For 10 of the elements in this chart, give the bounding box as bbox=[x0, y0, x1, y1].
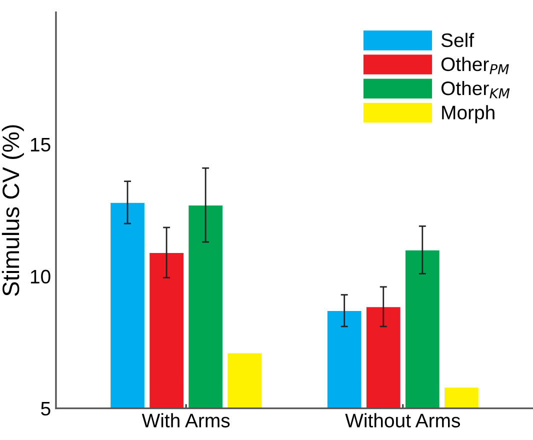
y-tick-label: 15 bbox=[30, 138, 50, 152]
y-axis-title: Stimulus CV (%) bbox=[2, 125, 24, 296]
legend-label: Morph bbox=[442, 105, 494, 124]
x-tick-label: Without Arms bbox=[345, 413, 460, 428]
legend-label: Other$_{PM}$ bbox=[441, 56, 509, 74]
y-tick-label: 10 bbox=[30, 270, 50, 284]
x-tick-label: With Arms bbox=[142, 413, 230, 428]
legend-label: Self bbox=[441, 32, 474, 48]
y-tick-label: 5 bbox=[41, 402, 50, 416]
legend-label: Other$_{KM}$ bbox=[441, 80, 510, 98]
